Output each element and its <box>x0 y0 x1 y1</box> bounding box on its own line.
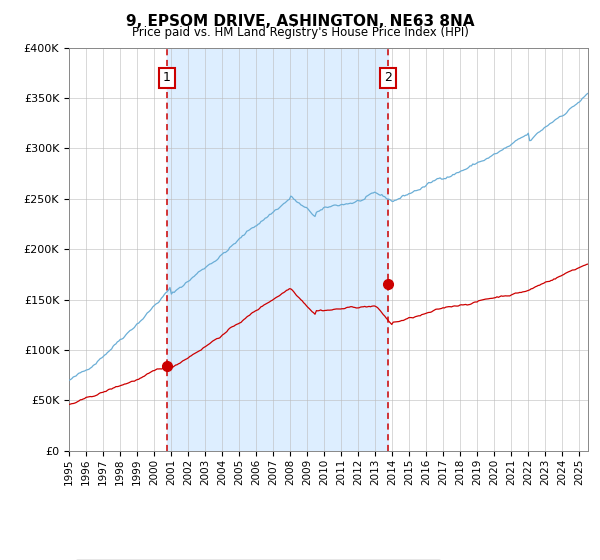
Text: 1: 1 <box>163 71 171 85</box>
Text: 9, EPSOM DRIVE, ASHINGTON, NE63 8NA: 9, EPSOM DRIVE, ASHINGTON, NE63 8NA <box>126 14 474 29</box>
Text: Price paid vs. HM Land Registry's House Price Index (HPI): Price paid vs. HM Land Registry's House … <box>131 26 469 39</box>
Bar <box>167 48 388 451</box>
Text: 2: 2 <box>384 71 392 85</box>
